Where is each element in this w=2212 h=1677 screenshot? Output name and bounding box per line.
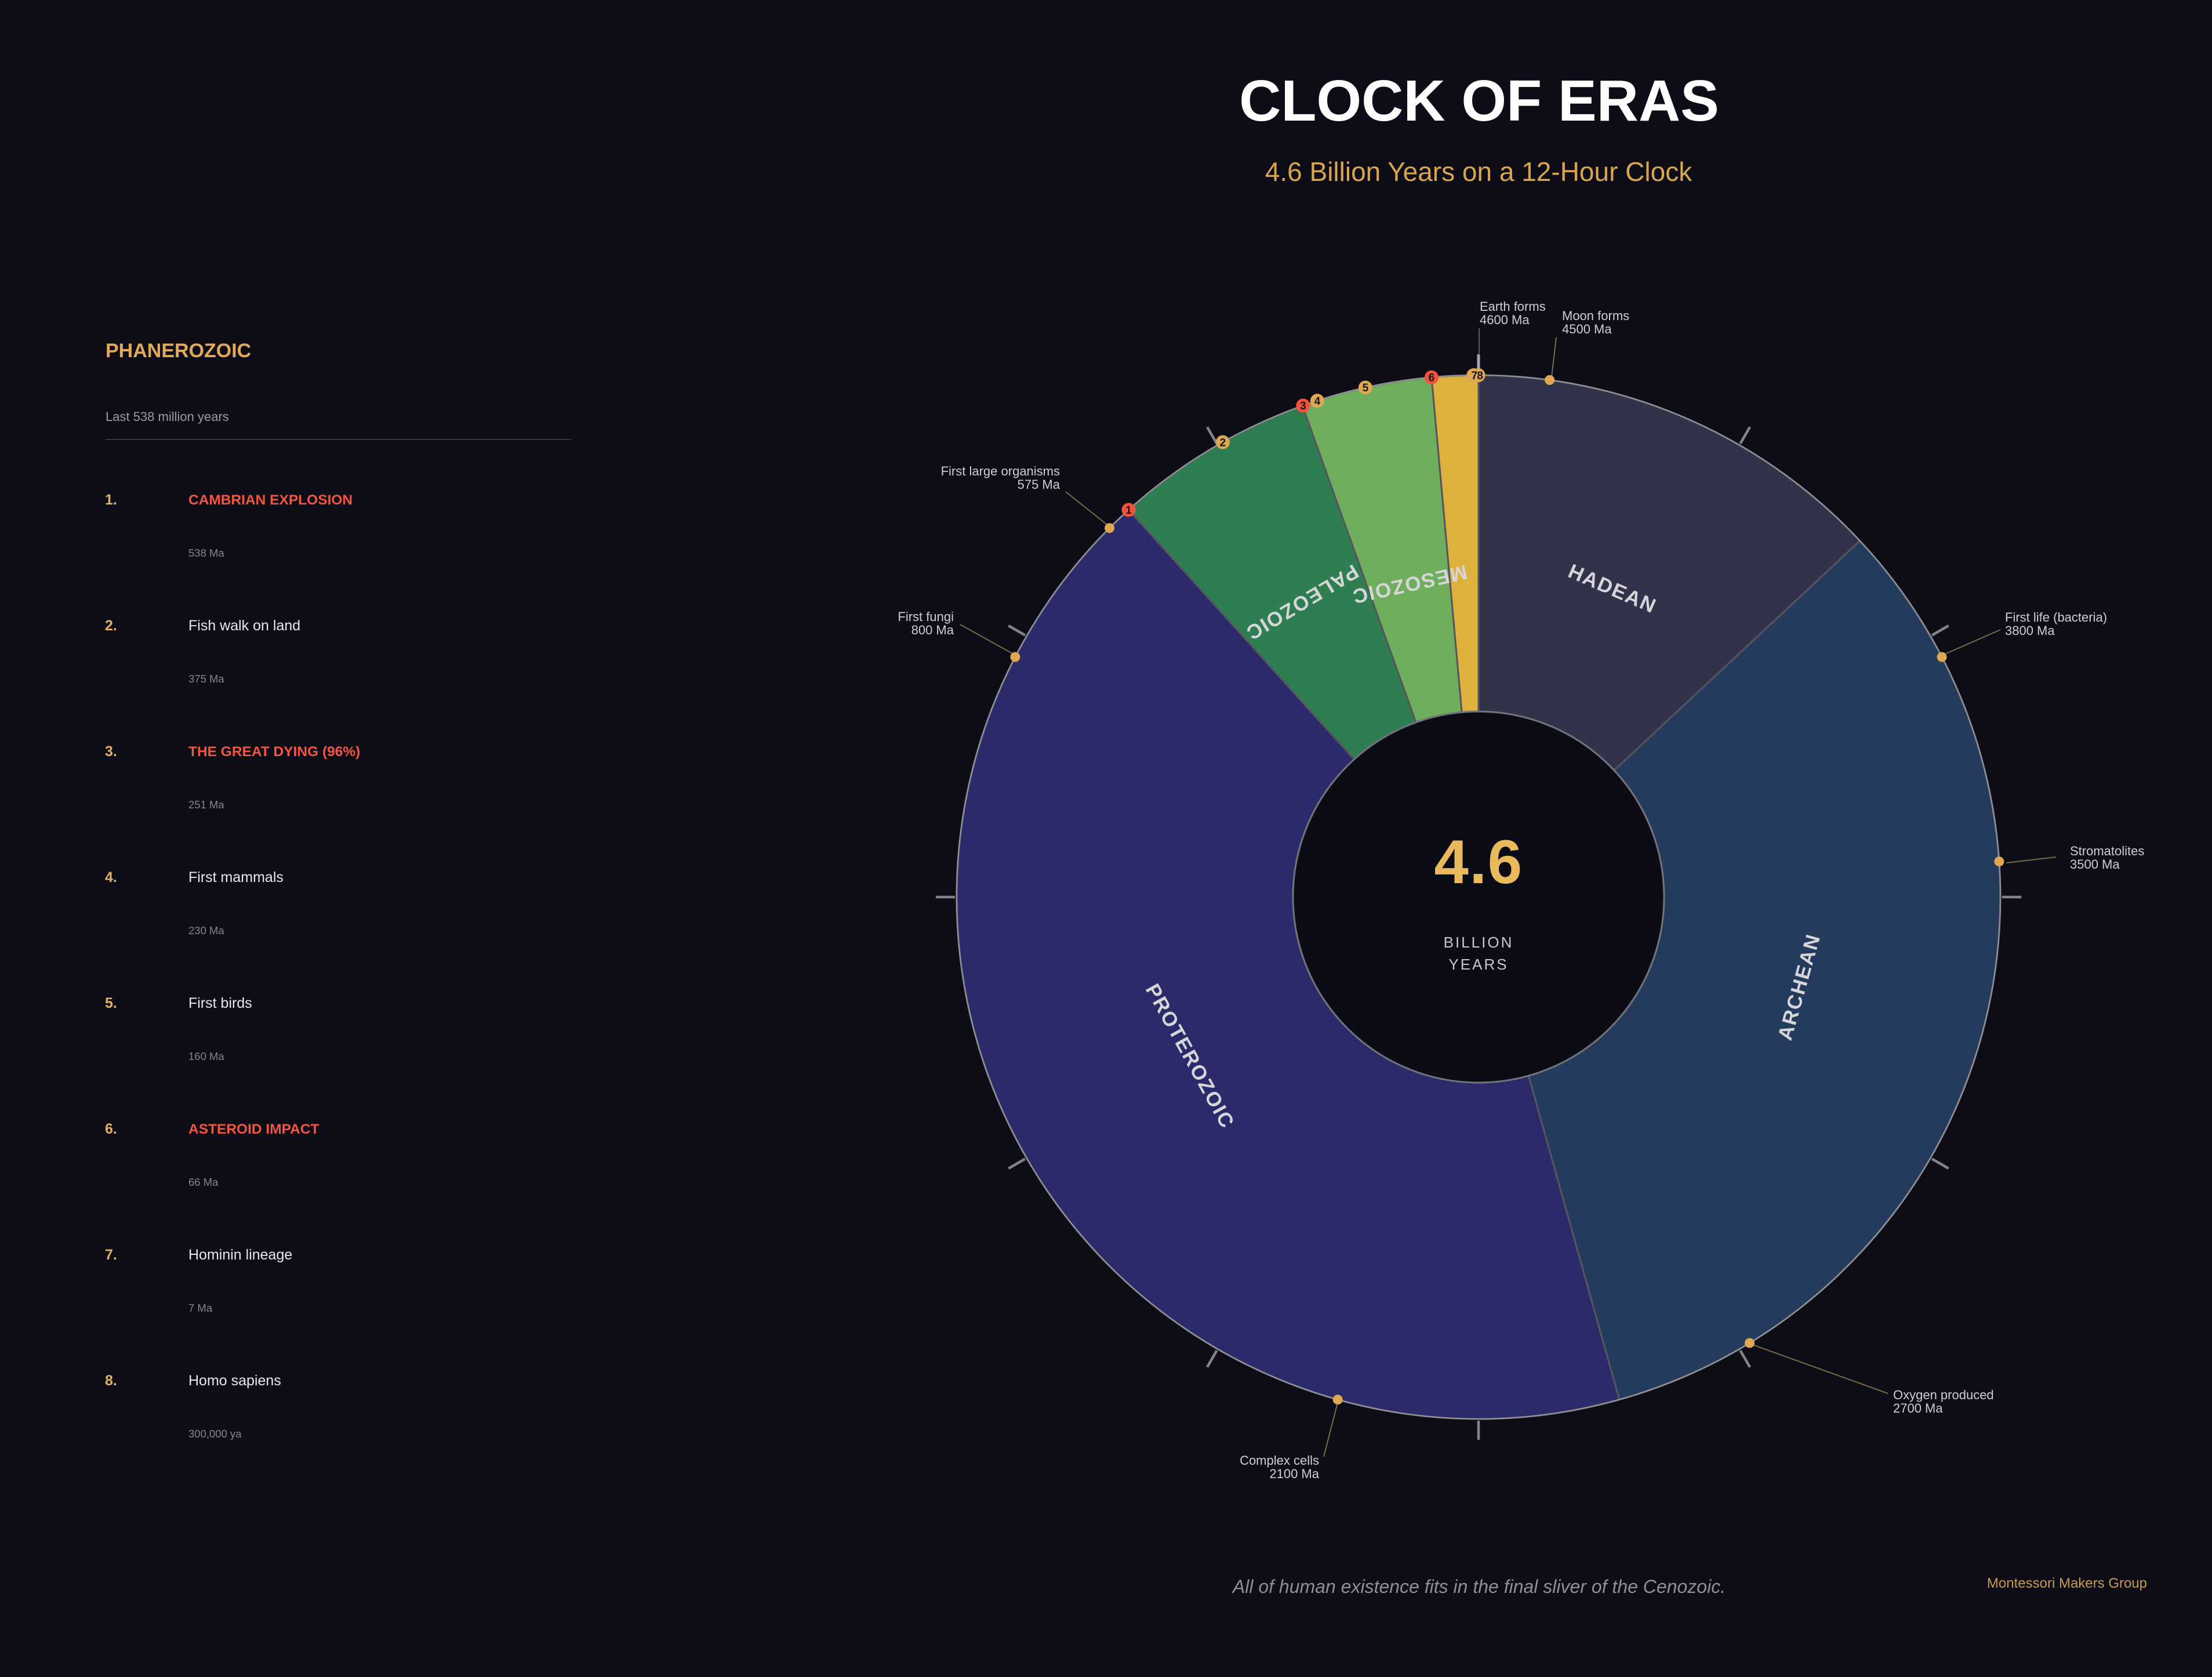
svg-text:4.6: 4.6 — [1434, 827, 1523, 896]
svg-text:5: 5 — [1363, 382, 1369, 394]
svg-text:Moon forms: Moon forms — [1562, 308, 1629, 323]
svg-text:BILLION: BILLION — [1444, 934, 1514, 951]
svg-text:2: 2 — [1220, 437, 1226, 449]
svg-text:3500 Ma: 3500 Ma — [2070, 857, 2120, 872]
svg-text:3: 3 — [1300, 400, 1306, 412]
svg-text:First life (bacteria): First life (bacteria) — [2005, 610, 2107, 625]
svg-text:1: 1 — [1125, 504, 1132, 517]
svg-text:800 Ma: 800 Ma — [911, 623, 954, 637]
svg-text:575 Ma: 575 Ma — [1018, 477, 1060, 492]
svg-text:6: 6 — [1429, 372, 1435, 384]
svg-text:Stromatolites: Stromatolites — [2070, 844, 2144, 858]
svg-text:4500 Ma: 4500 Ma — [1562, 322, 1612, 336]
svg-text:4: 4 — [1314, 395, 1321, 408]
svg-text:4600 Ma: 4600 Ma — [1480, 313, 1530, 327]
svg-text:Complex cells: Complex cells — [1240, 1453, 1319, 1468]
svg-text:Earth forms: Earth forms — [1480, 299, 1546, 314]
svg-text:2700 Ma: 2700 Ma — [1893, 1401, 1943, 1415]
svg-text:First large organisms: First large organisms — [941, 464, 1060, 478]
svg-text:8: 8 — [1477, 370, 1483, 382]
svg-text:Oxygen produced: Oxygen produced — [1893, 1388, 1994, 1402]
svg-text:2100 Ma: 2100 Ma — [1269, 1467, 1319, 1481]
svg-text:First fungi: First fungi — [898, 609, 954, 624]
svg-text:7: 7 — [1472, 370, 1478, 382]
svg-text:YEARS: YEARS — [1448, 956, 1508, 973]
svg-text:3800 Ma: 3800 Ma — [2005, 623, 2055, 638]
